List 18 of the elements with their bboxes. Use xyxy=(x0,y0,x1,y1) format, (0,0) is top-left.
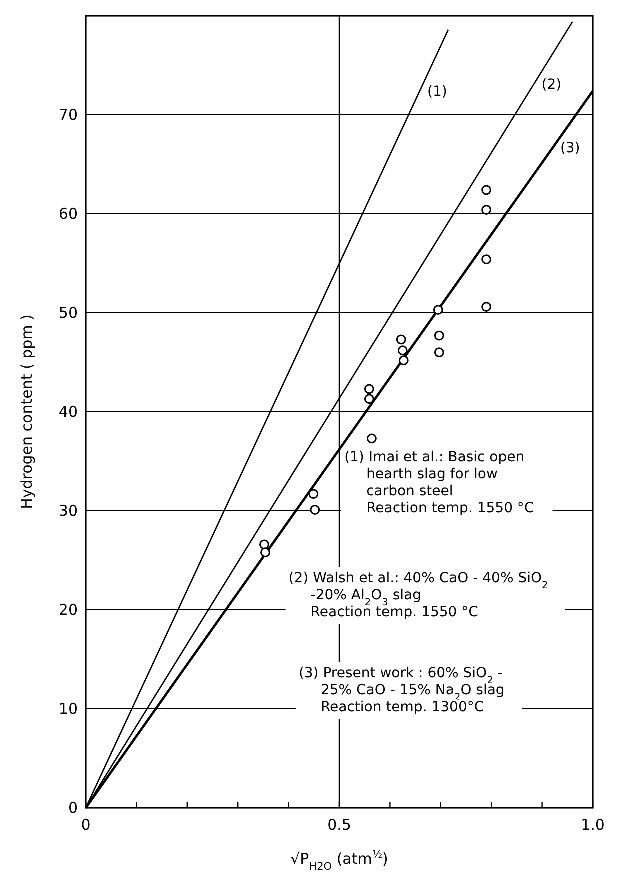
series-label: (3) xyxy=(560,140,580,157)
y-tick-label: 50 xyxy=(58,304,78,322)
y-tick-label: 30 xyxy=(58,502,78,520)
y-tick-label: 40 xyxy=(58,403,78,421)
series-label: (2) xyxy=(542,76,562,93)
annotation: (1) Imai et al.: Basic open hearth slag for low carbon steel Reaction temp. 1550 °C xyxy=(344,450,534,516)
text: (2) Walsh et al.: 40% CaO - 40% SiO$_{2}$ -20% Al$_{2}$O$_{3}$ slag Reaction temp. 1550 °C xyxy=(288,570,548,620)
y-tick-label: 0 xyxy=(68,799,78,817)
x-tick-label: 1.0 xyxy=(581,816,605,834)
y-tick-label: 60 xyxy=(58,205,78,223)
y-tick-label: 20 xyxy=(58,601,78,619)
y-tick-label: 10 xyxy=(58,700,78,718)
x-axis-title: √P$_{H2O}$ (atm$^{½}$) xyxy=(290,849,388,873)
x-tick-label: 0.5 xyxy=(328,816,352,834)
x-tick-label: 0 xyxy=(81,816,91,834)
series-label: (1) xyxy=(428,84,448,100)
y-tick-label: 70 xyxy=(58,106,78,124)
y-axis-title: Hydrogen content ( ppm ) xyxy=(18,314,36,510)
